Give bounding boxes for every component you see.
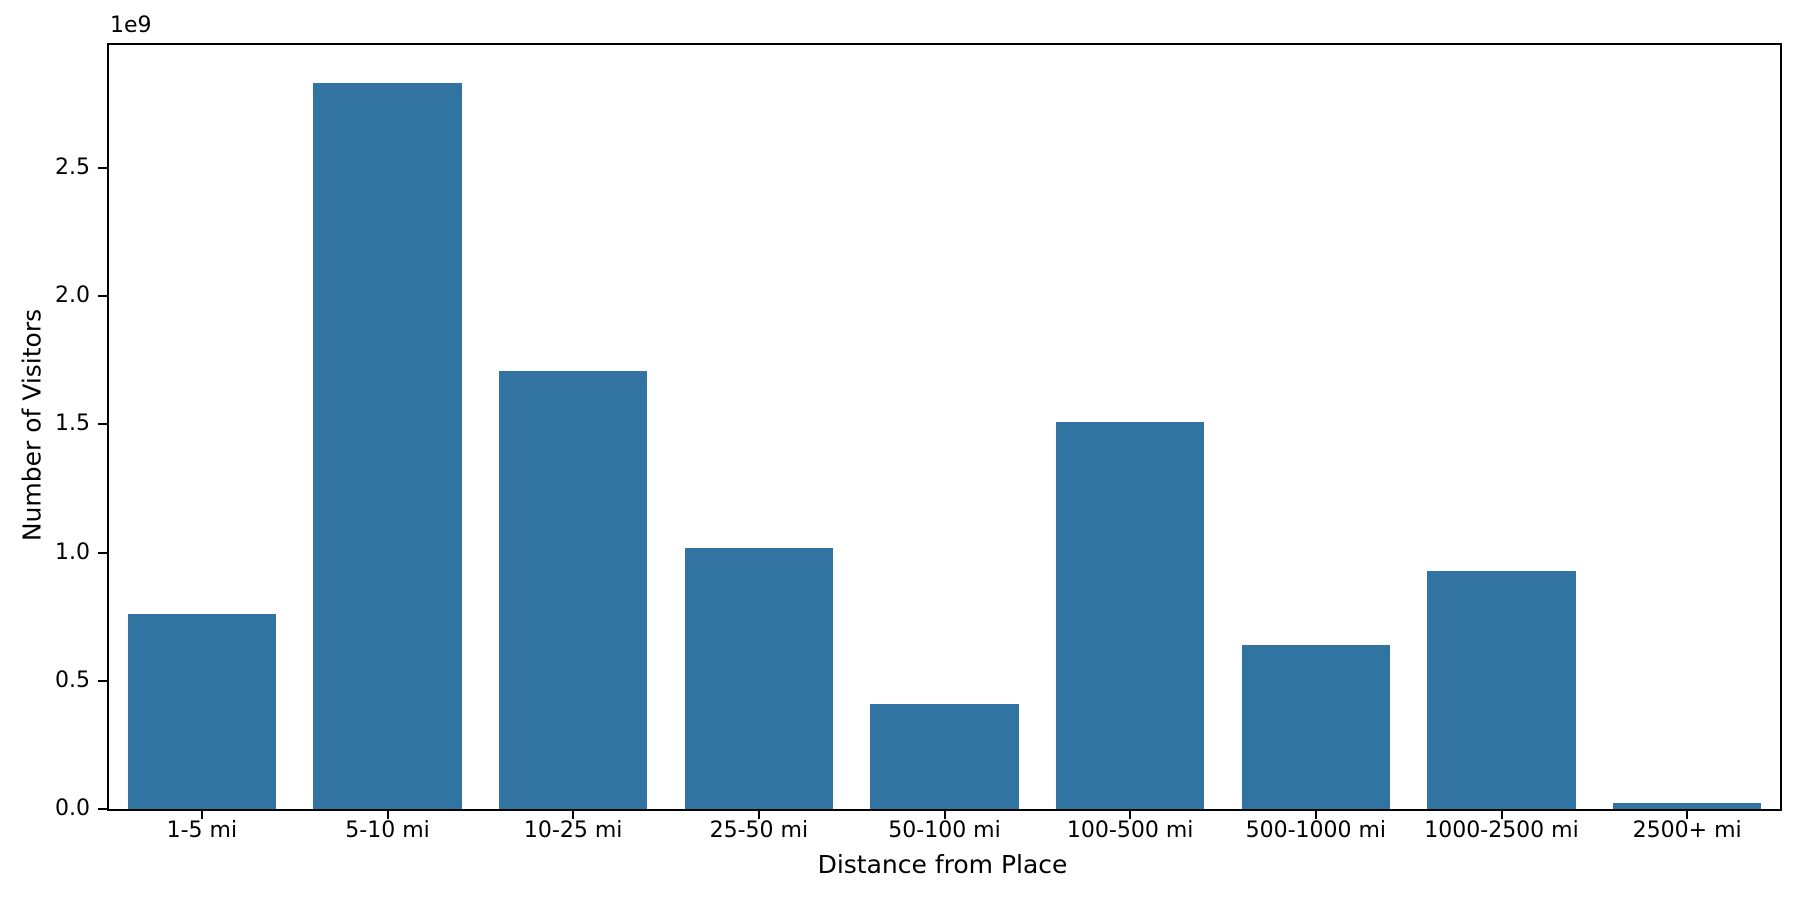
x-tick-label: 25-50 mi xyxy=(709,818,809,843)
x-tick-label: 500-1000 mi xyxy=(1245,818,1387,843)
plot-area xyxy=(107,43,1782,811)
y-tick-label: 2.0 xyxy=(55,283,90,309)
y-tick-mark xyxy=(98,423,107,426)
x-tick-mark xyxy=(1129,811,1132,819)
y-tick-label: 0.5 xyxy=(55,667,90,693)
y-tick-label: 2.5 xyxy=(55,155,90,181)
bar-5-10-mi xyxy=(313,83,462,809)
y-tick-label: 1.0 xyxy=(55,539,90,565)
y-axis-offset-label: 1e9 xyxy=(110,13,152,38)
x-tick-mark xyxy=(386,811,389,819)
bar-500-1000-mi xyxy=(1241,644,1391,809)
x-tick-mark xyxy=(572,811,575,819)
x-tick-label: 1000-2500 mi xyxy=(1424,818,1579,843)
y-tick-mark xyxy=(98,679,107,682)
y-tick-mark xyxy=(98,808,107,810)
x-tick-mark xyxy=(200,811,203,819)
x-tick-label: 50-100 mi xyxy=(888,818,1001,843)
bar-1-5-mi xyxy=(127,614,277,809)
bar-50-100-mi xyxy=(870,703,1019,809)
x-tick-label: 2500+ mi xyxy=(1632,818,1742,843)
x-tick-mark xyxy=(943,811,946,819)
bar-1000-2500-mi xyxy=(1427,570,1576,809)
y-tick-mark xyxy=(98,295,107,298)
x-tick-mark xyxy=(1500,811,1503,819)
bar-100-500-mi xyxy=(1055,421,1205,809)
y-tick-label: 1.5 xyxy=(55,411,90,437)
bar-25-50-mi xyxy=(684,547,834,809)
x-tick-label: 5-10 mi xyxy=(345,818,430,843)
x-tick-mark xyxy=(757,811,760,819)
x-tick-label: 100-500 mi xyxy=(1066,818,1194,843)
y-tick-label: 0.0 xyxy=(55,796,90,821)
bar-2500+-mi xyxy=(1612,803,1762,809)
x-tick-label: 10-25 mi xyxy=(523,818,623,843)
x-tick-mark xyxy=(1686,811,1689,819)
x-axis-title: Distance from Place xyxy=(817,850,1068,879)
x-tick-label: 1-5 mi xyxy=(166,818,238,843)
bar-10-25-mi xyxy=(498,370,648,809)
y-tick-mark xyxy=(98,551,107,554)
y-tick-mark xyxy=(98,167,107,170)
x-tick-mark xyxy=(1314,811,1317,819)
